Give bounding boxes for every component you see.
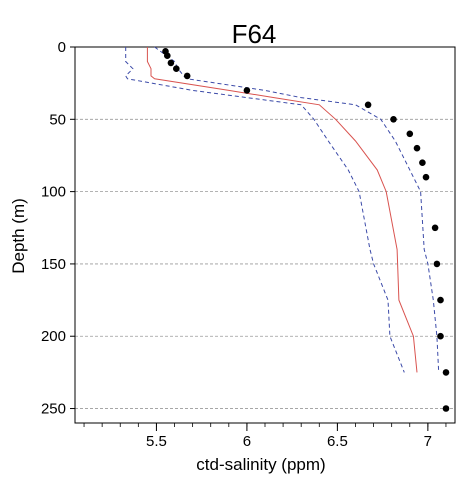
data-point <box>433 260 441 268</box>
grid-lines <box>75 46 455 409</box>
data-point <box>437 296 444 304</box>
series <box>125 46 440 373</box>
x-tick-label: 6.5 <box>327 433 348 450</box>
y-tick-label: 0 <box>58 39 66 56</box>
data-point <box>422 173 430 181</box>
data-point <box>364 101 372 109</box>
data-point <box>406 130 414 138</box>
chart-title: F64 <box>232 19 277 49</box>
data-point <box>442 405 450 412</box>
x-tick-label: 5.5 <box>146 433 167 450</box>
data-point <box>173 65 180 72</box>
y-tick-label: 250 <box>41 401 66 418</box>
data-points <box>162 48 450 412</box>
y-tick-label: 200 <box>41 328 66 345</box>
lower-bound-line <box>125 47 405 373</box>
upper-bound-line <box>154 46 440 373</box>
data-point <box>413 144 421 152</box>
x-tick-label: 6 <box>243 433 251 450</box>
data-point <box>390 116 397 123</box>
data-point <box>437 332 444 340</box>
plot-frame <box>74 46 456 424</box>
y-tick-label: 50 <box>49 111 66 128</box>
data-point <box>419 159 426 166</box>
data-point <box>243 87 251 94</box>
data-point <box>164 52 171 59</box>
data-point <box>442 369 450 376</box>
data-point <box>167 59 175 67</box>
x-axis-title: ctd-salinity (ppm) <box>196 455 325 474</box>
x-axis: 5.5 6 6.5 7 <box>83 423 447 450</box>
y-axis-title: Depth (m) <box>9 198 28 274</box>
mean-line <box>146 47 418 373</box>
x-tick-label: 7 <box>424 433 432 450</box>
data-point <box>431 224 439 232</box>
data-point <box>183 72 191 80</box>
y-tick-label: 100 <box>41 184 66 201</box>
y-tick-label: 150 <box>41 256 66 273</box>
y-axis: 0 50 100 150 200 250 <box>41 39 75 418</box>
